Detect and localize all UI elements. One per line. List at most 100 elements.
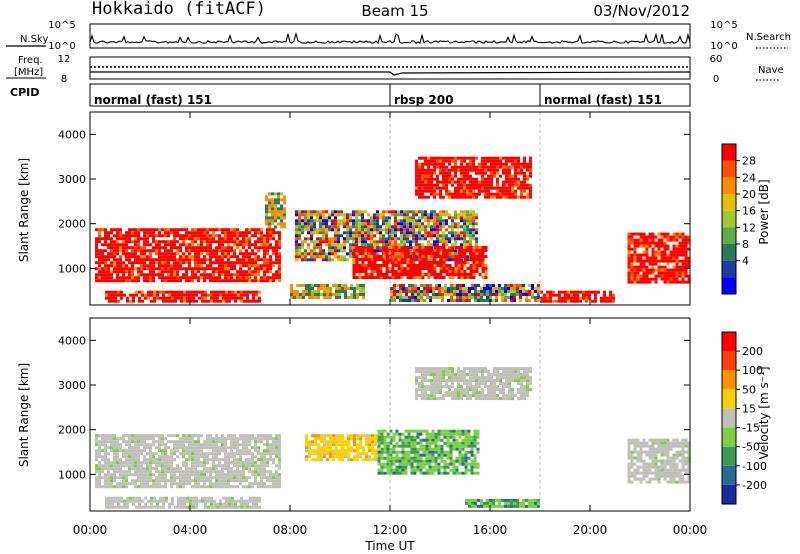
heatmap-cell (146, 255, 149, 259)
heatmap-cell (423, 287, 426, 290)
heatmap-cell (346, 213, 349, 217)
heatmap-cell (362, 284, 365, 287)
heatmap-cell (305, 290, 308, 293)
heatmap-cell (125, 473, 128, 477)
heatmap-cell (370, 252, 374, 255)
heatmap-cell (513, 299, 516, 302)
heatmap-cell (245, 458, 248, 462)
heatmap-cell (113, 446, 116, 450)
heatmap-cell (156, 296, 159, 300)
heatmap-cell (234, 290, 237, 294)
heatmap-cell (131, 467, 134, 471)
heatmap-cell (125, 264, 128, 268)
heatmap-cell (245, 273, 248, 277)
heatmap-cell (364, 264, 368, 267)
heatmap-cell (122, 237, 125, 241)
heatmap-cell (316, 219, 319, 223)
heatmap-cell (210, 499, 213, 503)
heatmap-cell (176, 455, 179, 459)
heatmap-cell (263, 443, 266, 447)
heatmap-cell (472, 234, 475, 238)
heatmap-cell (394, 249, 397, 253)
heatmap-cell (517, 159, 520, 163)
heatmap-cell (370, 225, 373, 229)
heatmap-cell (242, 243, 245, 247)
heatmap-cell (684, 247, 688, 251)
heatmap-cell (143, 455, 146, 459)
heatmap-cell (388, 228, 391, 232)
heatmap-cell (149, 437, 152, 441)
heatmap-cell (377, 462, 381, 466)
heatmap-cell (242, 279, 245, 283)
heatmap-cell (439, 222, 442, 226)
heatmap-cell (197, 485, 200, 489)
heatmap-cell (301, 228, 304, 232)
heatmap-cell (179, 476, 182, 480)
heatmap-cell (107, 446, 110, 450)
mode-label: rbsp 200 (394, 93, 453, 107)
heatmap-cell (104, 255, 107, 259)
heatmap-cell (225, 502, 228, 506)
heatmap-cell (227, 276, 230, 280)
heatmap-cell (409, 270, 413, 273)
heatmap-cell (269, 246, 272, 250)
heatmap-cell (462, 290, 465, 293)
heatmap-cell (529, 165, 532, 169)
heatmap-cell (186, 299, 189, 303)
heatmap-cell (237, 296, 240, 300)
heatmap-cell (469, 156, 472, 160)
heatmap-cell (293, 290, 296, 293)
heatmap-cell (377, 468, 381, 472)
heatmap-cell (257, 452, 260, 456)
heatmap-cell (212, 437, 215, 441)
heatmap-cell (508, 183, 511, 187)
heatmap-cell (362, 287, 365, 290)
heatmap-cell (222, 290, 225, 294)
heatmap-cell (502, 195, 505, 199)
heatmap-cell (125, 443, 128, 447)
heatmap-cell (131, 437, 134, 441)
heatmap-cell (107, 276, 110, 280)
heatmap-cell (254, 228, 257, 232)
heatmap-cell (113, 252, 116, 256)
heatmap-cell (263, 458, 266, 462)
heatmap-cell (385, 264, 389, 267)
heatmap-cell (164, 482, 167, 486)
heatmap-cell (344, 449, 347, 453)
heatmap-cell (337, 213, 340, 217)
heatmap-cell (197, 476, 200, 480)
heatmap-cell (158, 264, 161, 268)
heatmap-cell (367, 231, 370, 235)
heatmap-cell (140, 449, 143, 453)
heatmap-cell (409, 234, 412, 238)
heatmap-cell (400, 213, 403, 217)
heatmap-cell (424, 234, 427, 238)
heatmap-cell (459, 293, 462, 296)
heatmap-cell (504, 296, 507, 299)
heatmap-cell (254, 455, 257, 459)
heatmap-cell (222, 293, 225, 297)
heatmap-cell (174, 296, 177, 300)
heatmap-cell (406, 246, 410, 249)
heatmap-cell (355, 219, 358, 223)
heatmap-cell (359, 437, 362, 441)
heatmap-cell (472, 180, 475, 184)
heatmap-cell (346, 216, 349, 220)
heatmap-cell (453, 287, 456, 290)
heatmap-cell (221, 476, 224, 480)
heatmap-cell (110, 273, 113, 277)
heatmap-cell (495, 296, 498, 299)
heatmap-cell (421, 195, 424, 199)
heatmap-cell (451, 243, 454, 247)
heatmap-cell (457, 213, 460, 217)
heatmap-cell (445, 267, 449, 270)
heatmap-cell (185, 273, 188, 277)
heatmap-cell (403, 273, 407, 276)
heatmap-cell (328, 213, 331, 217)
heatmap-cell (499, 159, 502, 163)
heatmap-cell (344, 290, 347, 293)
heatmap-cell (224, 276, 227, 280)
heatmap-cell (469, 192, 472, 196)
heatmap-cell (454, 186, 457, 190)
heatmap-cell (242, 467, 245, 471)
